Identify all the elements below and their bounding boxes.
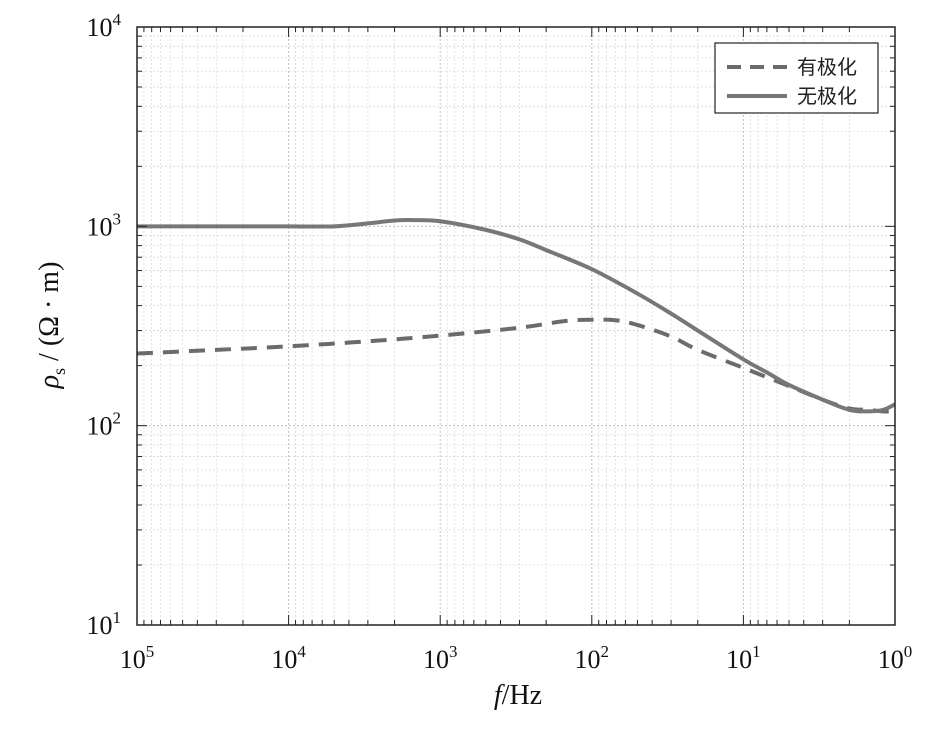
y-tick-label: 101 xyxy=(87,608,122,640)
y-tick-label: 103 xyxy=(87,209,122,241)
y-tick-label: 104 xyxy=(87,10,122,42)
y-tick-exponent: 4 xyxy=(113,10,122,29)
x-tick-label: 100 xyxy=(878,642,913,674)
x-tick-base: 10 xyxy=(726,645,752,674)
legend-box xyxy=(714,42,879,114)
plot-frame xyxy=(136,26,896,626)
x-tick-label: 104 xyxy=(271,642,306,674)
legend-label-unpolarized: 无极化 xyxy=(797,84,857,108)
x-tick-label: 101 xyxy=(726,642,761,674)
y-tick-base: 10 xyxy=(87,13,113,42)
x-tick-exponent: 3 xyxy=(449,642,458,661)
series-polarized-line xyxy=(136,317,896,414)
y-axis-variable: ρ xyxy=(34,375,65,389)
y-axis-label: ρs / (Ω · m) xyxy=(34,262,69,390)
y-tick-exponent: 1 xyxy=(113,608,122,627)
legend-label-polarized: 有极化 xyxy=(797,55,857,79)
x-tick-base: 10 xyxy=(120,645,146,674)
y-tick-exponent: 2 xyxy=(113,409,122,428)
y-tick-label: 102 xyxy=(87,409,122,441)
y-axis-subscript: s xyxy=(49,368,69,375)
y-tick-base: 10 xyxy=(87,412,113,441)
x-tick-base: 10 xyxy=(878,645,904,674)
x-tick-base: 10 xyxy=(271,645,297,674)
x-tick-exponent: 1 xyxy=(752,642,761,661)
y-tick-base: 10 xyxy=(87,611,113,640)
x-tick-exponent: 0 xyxy=(904,642,913,661)
x-tick-base: 10 xyxy=(575,645,601,674)
y-tick-base: 10 xyxy=(87,212,113,241)
x-tick-exponent: 5 xyxy=(146,642,155,661)
x-axis-variable: f xyxy=(494,680,505,711)
tick-marks xyxy=(137,27,896,626)
x-tick-label: 105 xyxy=(120,642,155,674)
x-tick-label: 103 xyxy=(423,642,458,674)
x-axis-label: f/Hz xyxy=(494,680,542,711)
x-tick-exponent: 4 xyxy=(297,642,306,661)
series-layer xyxy=(136,217,896,414)
x-tick-base: 10 xyxy=(423,645,449,674)
legend: 有极化 无极化 xyxy=(714,42,879,114)
x-axis-unit: /Hz xyxy=(502,680,542,711)
x-tick-labels: 105 104 103 102 101 100 xyxy=(120,642,913,674)
y-tick-exponent: 3 xyxy=(113,209,122,228)
series-unpolarized-line xyxy=(136,217,896,414)
x-tick-label: 102 xyxy=(575,642,610,674)
x-tick-exponent: 2 xyxy=(601,642,610,661)
y-axis-unit: / (Ω · m) xyxy=(34,262,65,368)
